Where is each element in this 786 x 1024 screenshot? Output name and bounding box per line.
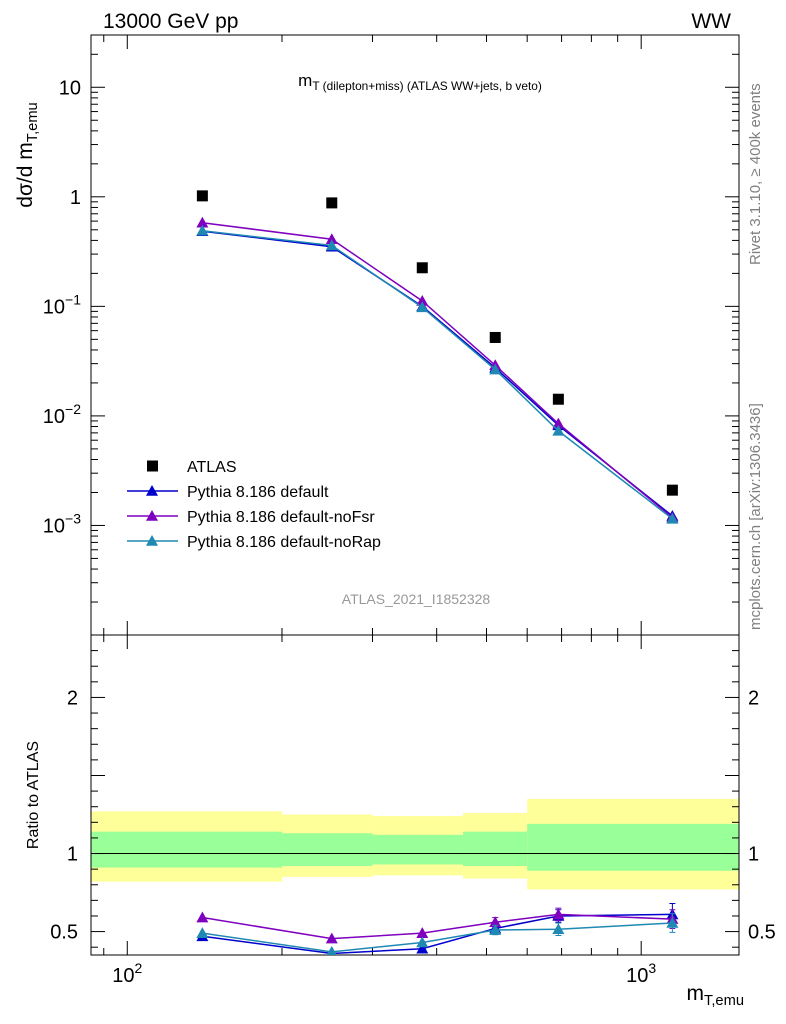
ratio-point [489, 916, 502, 928]
uncertainty-band-inner [372, 834, 463, 865]
rivet-label: Rivet 3.1.10, ≥ 400k events [747, 83, 764, 265]
ratio-series-1 [196, 907, 679, 944]
data-point [666, 512, 679, 524]
uncertainty-band-inner [281, 833, 373, 867]
data-point [196, 216, 209, 228]
y-tick-label: 2 [67, 687, 78, 709]
ratio-y-axis-label: Ratio to ATLAS [25, 741, 42, 849]
legend-item: Pythia 8.186 default-noFsr [127, 509, 375, 526]
ratio-point [552, 908, 565, 920]
ratio-y-ticks [91, 634, 739, 948]
legend-item: ATLAS [147, 459, 237, 476]
ratio-series-2 [196, 913, 679, 955]
chart-title: mT (dilepton+miss) (ATLAS WW+jets, b vet… [298, 71, 542, 93]
legend-marker [146, 485, 158, 496]
ratio-point [196, 911, 209, 923]
uncertainty-band-inner [91, 831, 282, 868]
ratio-point [416, 927, 429, 938]
data-point [196, 190, 208, 202]
legend-item: Pythia 8.186 default-noRap [127, 534, 381, 551]
y-tick-label: 10−2 [43, 401, 81, 428]
ratio-point [416, 936, 429, 948]
ratio-point [666, 917, 679, 928]
data-point [416, 301, 429, 313]
y-tick-label-right: 1 [748, 844, 759, 866]
legend-label: Pythia 8.186 default-noRap [187, 534, 381, 551]
series-line [202, 221, 673, 519]
y-axis-label: dσ/d mT,emu [14, 102, 41, 207]
uncertainty-band-inner [527, 823, 739, 871]
legend-marker [146, 510, 158, 521]
ratio-point [552, 923, 565, 935]
ratio-panel: 0.5 0.5 1 1 2 2 102 103 Ratio to ATLAS mT,emu [25, 634, 776, 1009]
analysis-watermark: ATLAS_2021_I1852328 [342, 591, 491, 607]
ratio-point [196, 927, 209, 938]
main-y-ticks [91, 34, 739, 636]
x-tick-label: 103 [626, 960, 656, 987]
ratio-point [416, 942, 429, 954]
data-point [489, 363, 502, 375]
mcplots-label: mcplots.cern.ch [arXiv:1306.3436] [747, 403, 764, 630]
data-point [552, 417, 565, 429]
x-tick-label: 102 [112, 960, 142, 987]
ratio-line [202, 913, 673, 955]
ratio-point [326, 945, 337, 955]
y-tick-label: 0.5 [50, 922, 78, 944]
series-0 [196, 190, 678, 496]
y-tick-label-right: 0.5 [748, 922, 776, 944]
uncertainty-band-inner [462, 831, 528, 867]
legend-marker [147, 460, 158, 472]
y-tick-label-right: 2 [748, 687, 759, 709]
data-point [416, 262, 428, 274]
legend-item: Pythia 8.186 default [127, 484, 329, 501]
y-tick-label: 1 [70, 187, 81, 209]
legend: ATLAS Pythia 8.186 default Pythia 8.186 de… [127, 459, 381, 551]
x-axis-label: mT,emu [687, 982, 745, 1009]
ratio-x-ticks [103, 635, 642, 955]
data-point [552, 393, 564, 405]
series-2 [196, 216, 679, 523]
ratio-line [202, 922, 673, 953]
data-point [325, 239, 338, 251]
series-line [202, 230, 673, 520]
main-x-ticks [103, 35, 642, 635]
legend-label: Pythia 8.186 default-noFsr [187, 509, 375, 526]
y-tick-label: 10−1 [43, 291, 81, 318]
series-line [202, 230, 673, 517]
legend-label: ATLAS [187, 459, 237, 476]
data-point [666, 484, 678, 496]
y-tick-label: 10−3 [43, 510, 81, 537]
main-panel: 10−3 10−2 10−1 1 10 mT (dilepton+miss) (ATLAS… [14, 34, 740, 636]
series-3 [196, 224, 679, 524]
ratio-point [325, 932, 338, 944]
data-point [196, 224, 209, 236]
data-point [326, 197, 338, 209]
data-point [552, 424, 565, 436]
header-right: WW [691, 10, 731, 33]
y-tick-label: 1 [67, 844, 78, 866]
data-point [325, 233, 338, 245]
ratio-line [202, 913, 673, 940]
legend-marker [146, 535, 158, 546]
series-1 [196, 225, 679, 521]
header-left: 13000 GeV pp [103, 10, 238, 33]
ratio-frame [90, 634, 740, 956]
legend-label: Pythia 8.186 default [187, 484, 329, 501]
data-point [416, 294, 429, 306]
ratio-point [489, 924, 502, 935]
y-tick-label: 10 [59, 77, 81, 99]
data-point [489, 331, 501, 343]
